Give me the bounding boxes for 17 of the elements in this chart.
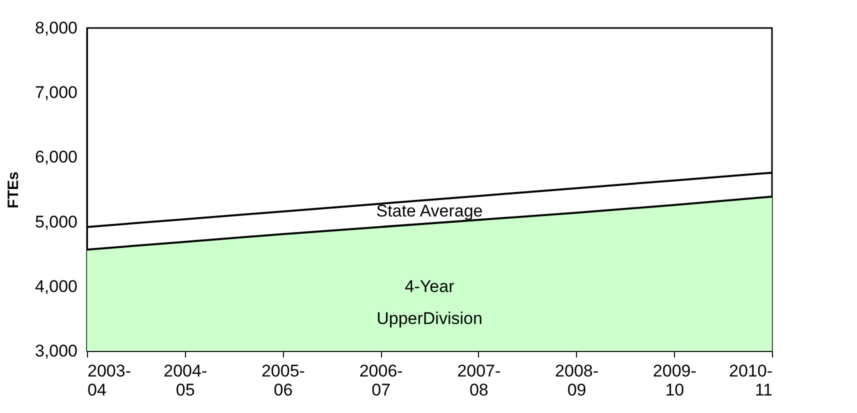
x-tick-label: 2003-04 xyxy=(88,362,131,400)
x-tick-label: 2004-05 xyxy=(164,362,208,400)
x-tick-label: 2009-10 xyxy=(652,362,696,400)
x-tick-label: 2007-08 xyxy=(457,362,501,400)
x-tick-label: 2006-07 xyxy=(359,362,403,400)
y-tick-label: 6,000 xyxy=(34,148,78,167)
series-label: 4-Year UpperDivision xyxy=(376,277,482,328)
x-tick-label: 2005-06 xyxy=(261,362,305,400)
y-tick-label: 5,000 xyxy=(34,212,78,232)
x-tick-label: 2008-09 xyxy=(555,362,599,400)
x-tick-label: 2010-11 xyxy=(729,362,772,400)
y-tick-label: 4,000 xyxy=(34,276,78,296)
y-tick-label: 3,000 xyxy=(34,342,78,360)
y-axis-title: FTEs xyxy=(4,172,22,208)
series-label: State Average xyxy=(376,202,483,221)
y-tick-label: 8,000 xyxy=(34,18,78,38)
y-tick-label: 7,000 xyxy=(34,83,78,102)
